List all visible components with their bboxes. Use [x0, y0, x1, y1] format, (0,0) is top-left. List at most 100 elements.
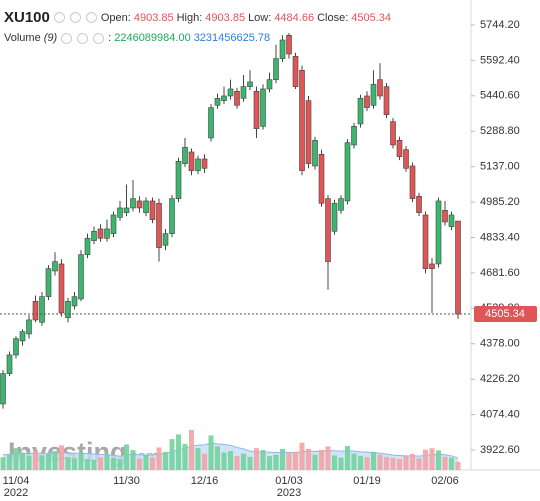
icon[interactable]	[61, 32, 73, 44]
candle-body	[377, 79, 383, 97]
volume-bar	[202, 453, 207, 470]
icon[interactable]	[53, 12, 65, 23]
x-tick-label: 11/30	[113, 475, 140, 487]
candle-body	[409, 165, 416, 199]
volume-bar	[286, 453, 292, 470]
x-tick-label: 01/19	[353, 475, 381, 487]
candle-body	[91, 230, 97, 241]
volume-bar	[416, 458, 422, 470]
value: 3231456625.78	[193, 32, 271, 44]
candle-body	[175, 160, 182, 199]
candle-body	[279, 39, 286, 59]
candle-body	[227, 88, 234, 97]
candle-body	[169, 198, 175, 234]
y-tick-label: 5592.40	[480, 54, 520, 66]
x-tick-label: 12/16	[191, 475, 219, 487]
candle-body	[247, 81, 253, 87]
volume-bar	[241, 453, 246, 470]
volume-bar	[150, 457, 155, 470]
icon[interactable]	[69, 12, 81, 23]
y-tick-label: 4226.20	[480, 373, 520, 385]
candle-body	[299, 69, 305, 171]
x-year-label: 2023	[277, 487, 301, 499]
volume-bar	[351, 453, 357, 470]
volume-bar	[33, 450, 38, 470]
volume-bar	[59, 445, 64, 470]
candle-body	[338, 198, 344, 211]
icon[interactable]	[85, 12, 97, 23]
volume-bar	[403, 456, 409, 470]
volume-bar	[442, 456, 448, 470]
candle-body	[6, 354, 13, 374]
candle-body	[13, 338, 19, 356]
candle-body	[39, 296, 45, 323]
y-tick-label: 3922.60	[480, 444, 520, 456]
volume-bar	[377, 454, 383, 470]
value: 4903.85	[133, 11, 174, 24]
candle-body	[442, 209, 448, 223]
candle-body	[78, 254, 84, 300]
volume-bar	[280, 448, 285, 470]
candle-body	[162, 233, 169, 246]
candle-body	[370, 83, 377, 106]
y-tick-label: 4681.60	[480, 267, 520, 279]
volume-bar	[221, 452, 227, 470]
label: Volume	[4, 32, 41, 44]
candle-body	[123, 207, 130, 213]
volume-bar	[98, 457, 103, 470]
volume-bar	[358, 455, 363, 470]
y-tick-label: 5137.00	[480, 161, 520, 173]
volume-bar	[449, 457, 454, 470]
volume-bar	[20, 452, 25, 470]
candle-body	[260, 88, 266, 127]
volume-bar	[312, 454, 318, 470]
y-tick-label: 4833.40	[480, 231, 520, 243]
icon[interactable]	[93, 32, 105, 44]
last-price-tag	[474, 306, 537, 323]
candle-body	[357, 97, 364, 125]
volume-bar	[182, 443, 188, 470]
volume-bar	[163, 451, 168, 470]
volume-bar	[384, 456, 389, 470]
volume-bar	[228, 451, 233, 470]
candle-body	[403, 149, 409, 169]
candle-body	[65, 300, 71, 318]
x-tick-label: 02/06	[431, 475, 459, 487]
candle-body	[156, 202, 162, 248]
candle-body	[396, 139, 403, 157]
volume-bar	[332, 455, 337, 470]
candle-body	[0, 373, 6, 405]
label: High:	[176, 11, 203, 24]
volume-bar	[195, 448, 201, 470]
volume-bar	[364, 457, 370, 470]
volume-bar	[325, 446, 331, 470]
volume-bar	[260, 450, 266, 470]
volume-bar	[319, 450, 324, 470]
candle-body	[422, 214, 429, 269]
candle-body	[351, 125, 357, 146]
volume-bar	[46, 454, 51, 470]
candle-body	[97, 228, 104, 239]
candle-body	[364, 95, 370, 108]
volume-bar	[254, 448, 259, 470]
volume-bar	[234, 456, 240, 470]
volume-bar	[130, 450, 136, 470]
candle-body	[455, 220, 461, 315]
candle-body	[130, 198, 136, 209]
candle-body	[286, 35, 292, 55]
candle-body	[383, 86, 390, 115]
candle-body	[221, 95, 227, 101]
volume-bar	[65, 456, 71, 470]
volume-bar	[429, 448, 435, 470]
volume-bar	[91, 459, 97, 470]
y-tick-label: 5744.20	[480, 19, 520, 31]
volume-bar	[176, 434, 181, 470]
icon[interactable]	[77, 32, 89, 44]
candle-body	[416, 195, 422, 213]
volume-bar	[137, 458, 142, 470]
candle-body	[117, 207, 123, 218]
volume-header: Volume (9) : 2246089984.00 3231456625.78	[4, 32, 270, 44]
label: Close:	[317, 11, 349, 24]
volume-bar	[0, 457, 6, 470]
